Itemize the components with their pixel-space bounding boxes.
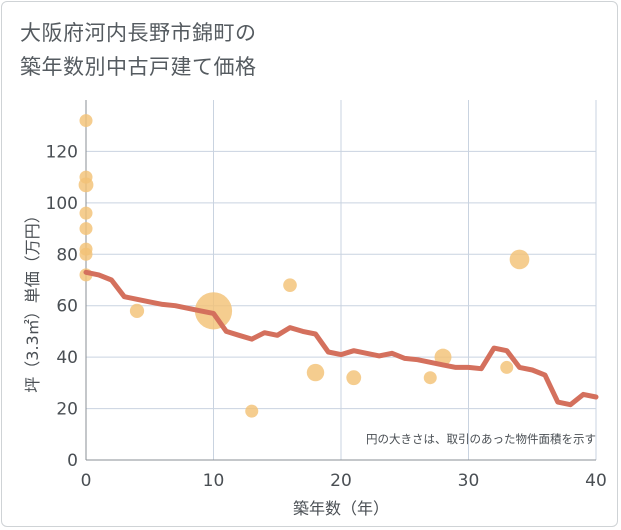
data-bubble [79, 222, 93, 236]
data-bubble [79, 114, 93, 128]
data-bubble [306, 363, 325, 382]
data-bubble [79, 247, 93, 261]
data-bubble [346, 370, 362, 386]
x-tick-label: 0 [81, 471, 92, 491]
bubble-series [78, 114, 530, 418]
average-price-line [83, 269, 599, 408]
y-axis-title: 坪（3.3㎡）単価（万円） [23, 207, 42, 392]
x-tick-label: 40 [585, 471, 607, 491]
data-bubble [500, 360, 514, 374]
y-tick-label: 20 [56, 400, 78, 420]
y-tick-label: 120 [46, 142, 78, 162]
chart-title-line-1: 大阪府河内長野市錦町の [20, 21, 257, 45]
chart-title-line-2: 築年数別中古戸建て価格 [20, 55, 257, 79]
size-note: 円の大きさは、取引のあった物件面積を示す [366, 432, 596, 446]
data-bubble [423, 371, 437, 385]
tick-labels: 0 10 20 30 40 0 20 40 60 80 100 120 [46, 142, 607, 491]
y-tick-label: 100 [46, 194, 78, 214]
y-tick-label: 80 [56, 245, 78, 265]
data-bubble [283, 278, 297, 292]
x-tick-label: 10 [203, 471, 225, 491]
x-axis-title: 築年数（年） [293, 499, 389, 518]
data-bubble [245, 404, 259, 418]
data-bubble [129, 303, 145, 318]
y-tick-label: 60 [56, 297, 78, 317]
data-bubble [79, 206, 93, 220]
chart-title: 大阪府河内長野市錦町の 築年数別中古戸建て価格 [20, 16, 257, 84]
data-bubble [434, 348, 452, 366]
trend-line-series [83, 269, 599, 408]
x-tick-label: 20 [330, 471, 352, 491]
data-bubble [78, 177, 94, 193]
grid-lines [86, 100, 597, 460]
x-tick-label: 30 [458, 471, 480, 491]
y-tick-label: 40 [56, 348, 78, 368]
y-tick-label: 0 [67, 451, 78, 471]
data-bubble [509, 249, 530, 270]
